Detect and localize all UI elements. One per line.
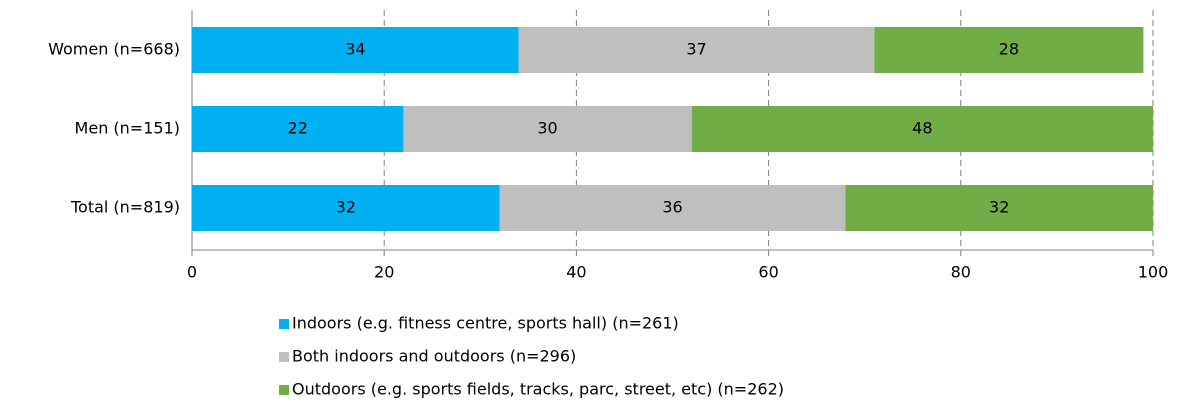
data-label: 34 [345,40,365,59]
data-label: 32 [989,198,1009,217]
x-tick-label: 60 [758,263,778,282]
bar [192,185,500,231]
legend-label: Both indoors and outdoors (n=296) [292,347,576,366]
legend-label: Outdoors (e.g. sports fields, tracks, pa… [292,380,784,399]
x-tick-label: 80 [951,263,971,282]
bar [192,27,519,73]
legend-swatch [279,319,289,329]
x-tick-label: 100 [1138,263,1169,282]
bar [499,185,846,231]
data-label: 28 [999,40,1019,59]
bar [518,27,875,73]
legend-swatch [279,385,289,395]
y-tick-label: Women (n=668) [48,40,180,59]
data-label: 36 [662,198,682,217]
x-tick-label: 40 [566,263,586,282]
bar [691,106,1153,152]
bar [845,185,1153,231]
x-tick-label: 0 [187,263,197,282]
legend-swatch [279,352,289,362]
data-label: 30 [537,119,557,138]
data-label: 32 [336,198,356,217]
y-tick-label: Men (n=151) [75,119,180,138]
y-tick-label: Total (n=819) [70,198,180,217]
data-label: 48 [912,119,932,138]
data-label: 22 [288,119,308,138]
bar [192,106,404,152]
data-label: 37 [686,40,706,59]
x-tick-label: 20 [374,263,394,282]
legend-label: Indoors (e.g. fitness centre, sports hal… [292,314,679,333]
bar [874,27,1144,73]
bar [403,106,692,152]
